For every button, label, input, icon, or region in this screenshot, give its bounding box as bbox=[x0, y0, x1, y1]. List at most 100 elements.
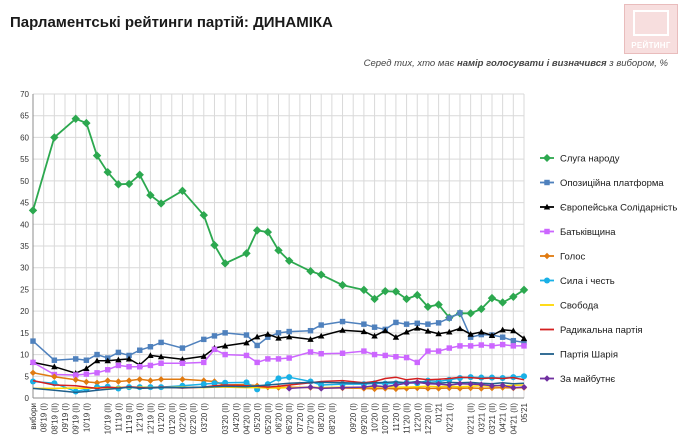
data-point bbox=[201, 336, 207, 343]
data-point bbox=[318, 322, 324, 328]
y-tick-label: 20 bbox=[20, 307, 29, 316]
data-point bbox=[286, 328, 292, 335]
data-point bbox=[137, 347, 143, 353]
data-point bbox=[424, 380, 432, 387]
data-point bbox=[318, 350, 324, 357]
data-point bbox=[446, 315, 453, 321]
data-point bbox=[435, 348, 442, 354]
data-point bbox=[51, 363, 58, 370]
data-point bbox=[392, 334, 400, 340]
data-point bbox=[147, 377, 154, 384]
x-tick-label: 09'19 (II) bbox=[72, 403, 81, 435]
data-point bbox=[179, 376, 186, 383]
legend-item: Партія Шарія bbox=[540, 350, 618, 361]
x-tick-label: 02'21 (I) bbox=[445, 403, 454, 432]
chart-subtitle: Серед тих, хто має намір голосувати і ви… bbox=[364, 58, 668, 69]
y-tick-label: 50 bbox=[20, 177, 29, 186]
legend-label: Радикальна партія bbox=[560, 325, 643, 336]
data-point bbox=[435, 380, 442, 388]
legend-item: Європейська Солідарність bbox=[540, 203, 677, 214]
legend-item: За майбутнє bbox=[540, 374, 615, 385]
data-point bbox=[252, 226, 262, 235]
data-point bbox=[179, 360, 186, 366]
data-point bbox=[30, 359, 36, 366]
data-point bbox=[434, 300, 443, 309]
x-tick-label: 11'19 (II) bbox=[125, 403, 134, 434]
x-tick-label: 12'20 (I) bbox=[413, 403, 422, 432]
data-point bbox=[382, 352, 388, 359]
data-point bbox=[307, 349, 314, 355]
data-point bbox=[93, 379, 101, 386]
data-point bbox=[307, 336, 314, 342]
x-tick-label: 02'20 (II) bbox=[189, 403, 198, 435]
data-point bbox=[83, 378, 90, 386]
data-point bbox=[457, 310, 463, 316]
data-point bbox=[382, 383, 389, 390]
data-point bbox=[157, 353, 165, 360]
data-point bbox=[115, 378, 122, 385]
data-point bbox=[520, 373, 528, 380]
logo-square-icon bbox=[633, 10, 669, 36]
data-point bbox=[211, 333, 218, 339]
data-point bbox=[284, 256, 294, 265]
data-point bbox=[360, 328, 368, 335]
y-tick-label: 45 bbox=[20, 199, 29, 208]
data-point bbox=[126, 364, 132, 370]
y-tick-label: 5 bbox=[25, 372, 30, 381]
data-point bbox=[467, 343, 474, 349]
data-point bbox=[222, 330, 228, 336]
data-point bbox=[424, 327, 432, 334]
data-point bbox=[254, 342, 260, 349]
data-point bbox=[510, 327, 517, 334]
data-point bbox=[29, 378, 37, 385]
data-point bbox=[275, 334, 282, 341]
data-point bbox=[403, 354, 410, 361]
subtitle-bold: намір голосувати і визначився bbox=[456, 58, 607, 69]
legend-item: Опозиційна платформа bbox=[540, 178, 664, 189]
subtitle-suffix: з вибором, % bbox=[606, 58, 668, 69]
series-8 bbox=[32, 380, 525, 394]
x-tick-label: 04'21 (I) bbox=[499, 403, 508, 432]
data-point bbox=[243, 332, 250, 338]
data-point bbox=[544, 179, 550, 186]
data-point bbox=[499, 382, 506, 389]
data-point bbox=[29, 369, 37, 377]
data-point bbox=[478, 381, 485, 388]
data-point bbox=[221, 342, 229, 349]
data-point bbox=[124, 179, 134, 189]
data-point bbox=[115, 349, 122, 356]
data-point bbox=[446, 381, 453, 389]
data-point bbox=[414, 359, 420, 366]
x-tick-label: 03'20 (I) bbox=[200, 403, 209, 432]
legend-label: Партія Шарія bbox=[560, 350, 618, 361]
data-point bbox=[456, 380, 464, 387]
data-point bbox=[544, 228, 550, 235]
data-point bbox=[543, 375, 551, 382]
data-point bbox=[317, 385, 325, 392]
y-tick-label: 35 bbox=[20, 242, 29, 251]
data-point bbox=[393, 319, 399, 326]
data-point bbox=[456, 374, 463, 382]
data-point bbox=[274, 246, 283, 255]
data-point bbox=[520, 335, 528, 342]
x-tick-label: 08'19 (I) bbox=[40, 403, 49, 432]
legend-item: Свобода bbox=[540, 301, 599, 312]
series-9 bbox=[285, 379, 528, 392]
data-point bbox=[510, 343, 517, 349]
data-point bbox=[285, 333, 293, 340]
data-point bbox=[446, 328, 453, 335]
data-point bbox=[200, 353, 207, 359]
data-point bbox=[72, 356, 79, 362]
x-tick-label: 08'19 (II) bbox=[50, 403, 59, 435]
x-tick-label: 02'20 (I) bbox=[178, 403, 187, 432]
data-point bbox=[361, 321, 367, 327]
data-point bbox=[371, 324, 378, 330]
x-tick-label: 11'20 (I) bbox=[392, 403, 401, 432]
data-point bbox=[371, 332, 378, 339]
data-point bbox=[414, 379, 421, 386]
data-point bbox=[179, 356, 186, 362]
data-point bbox=[157, 376, 165, 383]
data-point bbox=[307, 383, 314, 391]
data-point bbox=[136, 376, 143, 383]
data-point bbox=[104, 377, 111, 384]
